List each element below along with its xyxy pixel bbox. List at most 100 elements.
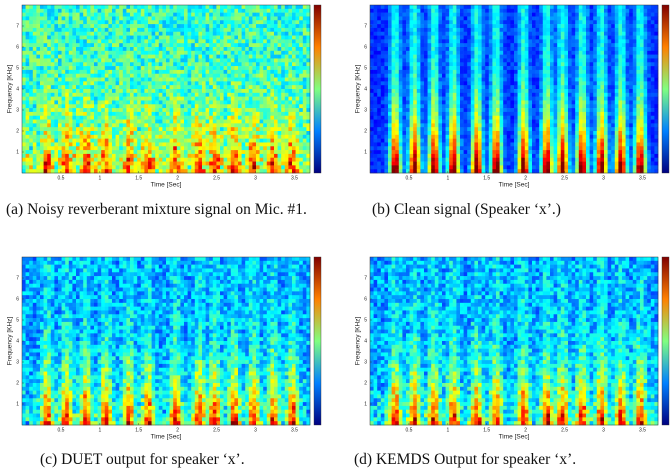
- spectrogram-cell: [374, 146, 378, 150]
- spectrogram-cell: [123, 142, 127, 146]
- spectrogram-cell: [460, 154, 464, 158]
- spectrogram-cell: [26, 100, 30, 104]
- spectrogram-cell: [123, 20, 127, 24]
- spectrogram-cell: [303, 169, 307, 173]
- spectrogram-cell: [162, 89, 166, 93]
- spectrogram-cell: [80, 81, 84, 85]
- spectrogram-cell: [249, 16, 253, 20]
- spectrogram-cell: [47, 16, 51, 20]
- spectrogram-cell: [202, 131, 206, 135]
- spectrogram-cell: [267, 66, 271, 70]
- spectrogram-cell: [374, 36, 378, 40]
- spectrogram-cell: [83, 81, 87, 85]
- spectrogram-cell: [474, 108, 478, 112]
- spectrogram-cell: [144, 32, 148, 36]
- spectrogram-cell: [173, 36, 177, 40]
- spectrogram-cell: [256, 104, 260, 108]
- spectrogram-cell: [431, 154, 435, 158]
- spectrogram-cell: [198, 135, 202, 139]
- spectrogram-cell: [428, 158, 432, 162]
- spectrogram-cell: [130, 58, 134, 62]
- spectrogram-cell: [267, 146, 271, 150]
- spectrogram-cell: [90, 51, 94, 55]
- spectrogram-cell: [420, 135, 424, 139]
- spectrogram-cell: [435, 100, 439, 104]
- spectrogram-cell: [126, 123, 130, 127]
- spectrogram-cell: [449, 139, 453, 143]
- spectrogram-cell: [119, 58, 123, 62]
- spectrogram-cell: [278, 66, 282, 70]
- spectrogram-cell: [51, 93, 55, 97]
- spectrogram-cell: [467, 127, 471, 131]
- spectrogram-cell: [83, 165, 87, 169]
- spectrogram-cell: [116, 165, 120, 169]
- spectrogram-cell: [420, 162, 424, 166]
- spectrogram-cell: [112, 108, 116, 112]
- spectrogram-cell: [159, 108, 163, 112]
- spectrogram-cell: [402, 51, 406, 55]
- spectrogram-cell: [162, 169, 166, 173]
- spectrogram-cell: [292, 36, 296, 40]
- spectrogram-cell: [87, 112, 91, 116]
- spectrogram-cell: [162, 85, 166, 89]
- spectrogram-cell: [438, 142, 442, 146]
- spectrogram-cell: [281, 5, 285, 9]
- spectrogram-cell: [213, 5, 217, 9]
- spectrogram-cell: [424, 66, 428, 70]
- spectrogram-cell: [159, 9, 163, 13]
- spectrogram-cell: [424, 165, 428, 169]
- spectrogram-cell: [278, 97, 282, 101]
- spectrogram-cell: [29, 165, 33, 169]
- spectrogram-cell: [170, 100, 174, 104]
- spectrogram-cell: [209, 135, 213, 139]
- spectrogram-cell: [231, 85, 235, 89]
- spectrogram-cell: [406, 62, 410, 66]
- spectrogram-cell: [206, 55, 210, 59]
- spectrogram-cell: [381, 139, 385, 143]
- spectrogram-cell: [242, 43, 246, 47]
- spectrogram-cell: [98, 62, 102, 66]
- spectrogram-cell: [191, 55, 195, 59]
- spectrogram-cell: [65, 139, 69, 143]
- spectrogram-cell: [112, 58, 116, 62]
- spectrogram-cell: [87, 165, 91, 169]
- spectrogram-cell: [474, 39, 478, 43]
- spectrogram-cell: [54, 165, 58, 169]
- spectrogram-cell: [101, 123, 105, 127]
- spectrogram-cell: [180, 58, 184, 62]
- spectrogram-cell: [292, 162, 296, 166]
- spectrogram-cell: [184, 146, 188, 150]
- spectrogram-cell: [155, 169, 159, 173]
- spectrogram-cell: [144, 36, 148, 40]
- spectrogram-cell: [162, 20, 166, 24]
- spectrogram-cell: [252, 150, 256, 154]
- spectrogram-cell: [428, 20, 432, 24]
- spectrogram-cell: [180, 112, 184, 116]
- spectrogram-cell: [270, 47, 274, 51]
- spectrogram-cell: [252, 104, 256, 108]
- spectrogram-cell: [51, 97, 55, 101]
- spectrogram-cell: [216, 154, 220, 158]
- spectrogram-cell: [170, 120, 174, 124]
- spectrogram-cell: [245, 112, 249, 116]
- spectrogram-cell: [155, 165, 159, 169]
- spectrogram-cell: [202, 142, 206, 146]
- spectrogram-cell: [137, 146, 141, 150]
- spectrogram-cell: [36, 16, 40, 20]
- spectrogram-cell: [65, 97, 69, 101]
- spectrogram-cell: [446, 16, 450, 20]
- spectrogram-cell: [370, 112, 374, 116]
- spectrogram-cell: [65, 116, 69, 120]
- spectrogram-cell: [402, 70, 406, 74]
- spectrogram-cell: [478, 62, 482, 66]
- spectrogram-cell: [134, 104, 138, 108]
- spectrogram-cell: [478, 112, 482, 116]
- spectrogram-cell: [471, 51, 475, 55]
- spectrogram-cell: [417, 165, 421, 169]
- spectrogram-cell: [431, 116, 435, 120]
- spectrogram-cell: [431, 165, 435, 169]
- spectrogram-cell: [428, 89, 432, 93]
- spectrogram-cell: [33, 70, 37, 74]
- spectrogram-cell: [47, 169, 51, 173]
- spectrogram-cell: [40, 36, 44, 40]
